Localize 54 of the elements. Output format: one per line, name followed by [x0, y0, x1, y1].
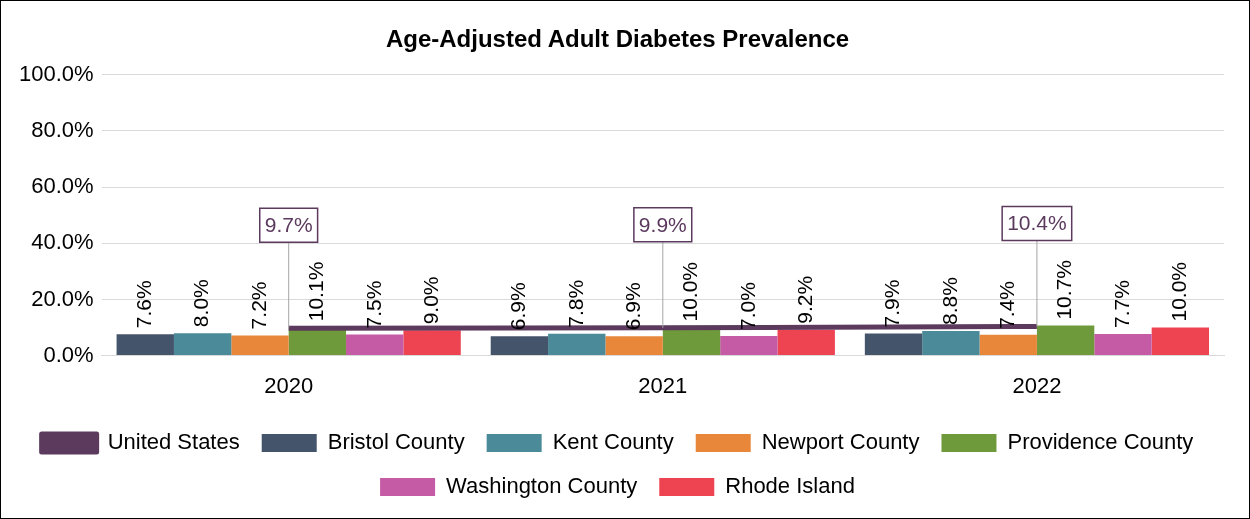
data-label: 10.0% — [1167, 261, 1191, 322]
bar — [346, 334, 404, 356]
x-tick-label: 2021 — [638, 372, 688, 398]
bar — [490, 336, 549, 356]
bar — [173, 333, 232, 356]
data-label: 7.9% — [880, 279, 904, 328]
y-tick-label: 100.0% — [18, 60, 94, 86]
data-label: 9.7% — [264, 213, 313, 237]
bar — [605, 336, 663, 356]
legend-label: Kent County — [552, 429, 674, 455]
y-tick-label: 60.0% — [31, 173, 94, 199]
x-tick-label: 2020 — [264, 372, 314, 398]
bar — [548, 333, 606, 356]
x-tick-label: 2022 — [1012, 372, 1062, 398]
data-label: 7.7% — [1109, 280, 1133, 328]
y-tick-label: 0.0% — [43, 341, 94, 367]
bar — [231, 335, 289, 356]
bar — [1094, 333, 1152, 356]
data-label: 7.5% — [361, 280, 385, 329]
bar — [720, 335, 778, 356]
data-label: 8.8% — [937, 277, 961, 325]
chart-title: Age-Adjusted Adult Diabetes Prevalence — [385, 25, 850, 53]
data-label: 10.4% — [1007, 211, 1067, 235]
legend-label: Providence County — [1007, 429, 1194, 455]
data-label: 10.1% — [304, 261, 328, 322]
data-label: 7.8% — [563, 279, 587, 328]
data-label: 10.7% — [1052, 260, 1076, 320]
bar — [116, 334, 174, 356]
legend-label: Washington County — [446, 473, 638, 499]
data-label: 9.9% — [638, 212, 687, 236]
y-tick-label: 40.0% — [31, 229, 94, 255]
data-label: 10.0% — [678, 261, 702, 322]
bar — [1036, 325, 1095, 356]
data-label: 7.2% — [246, 281, 270, 330]
y-tick-label: 80.0% — [31, 117, 94, 143]
data-label: 7.6% — [132, 280, 156, 329]
legend-label: Newport County — [761, 429, 920, 455]
bar — [1151, 327, 1210, 356]
data-label: 6.9% — [620, 282, 644, 331]
legend-label: Bristol County — [327, 429, 465, 455]
data-label: 9.0% — [418, 276, 442, 325]
data-label: 7.0% — [735, 282, 759, 330]
bar — [864, 333, 923, 356]
bar — [403, 330, 461, 356]
legend-label: United States — [107, 429, 240, 455]
legend-label: Rhode Island — [725, 473, 855, 499]
y-tick-label: 20.0% — [31, 285, 94, 311]
bar — [777, 329, 835, 356]
bar — [979, 334, 1037, 356]
data-label: 8.0% — [189, 279, 213, 328]
bar — [922, 330, 980, 356]
data-label: 9.2% — [793, 275, 817, 324]
data-label: 6.9% — [506, 282, 530, 331]
data-label: 7.4% — [995, 280, 1019, 329]
